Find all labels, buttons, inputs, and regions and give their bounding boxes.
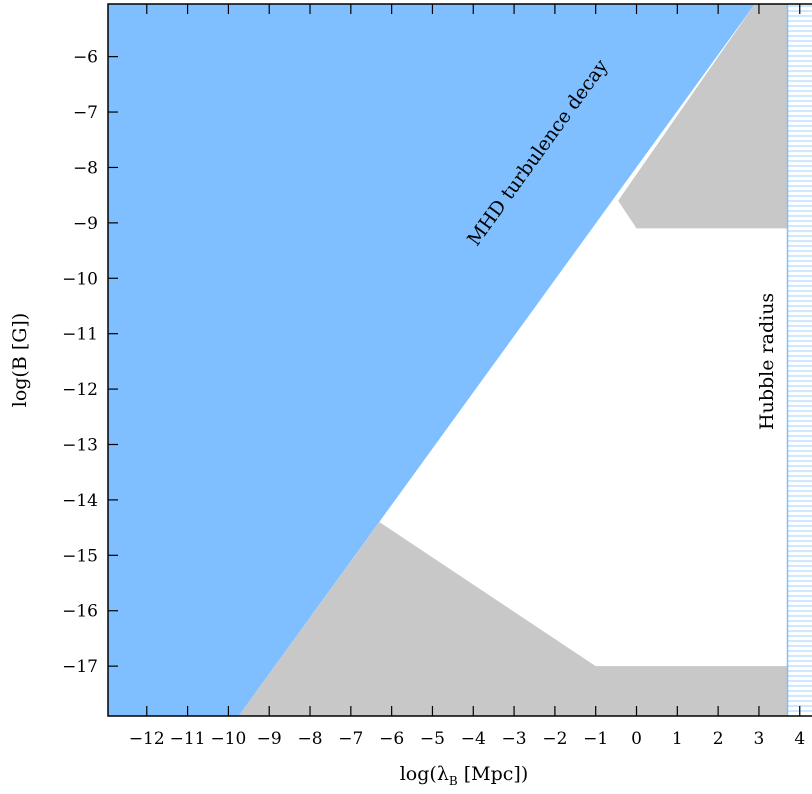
x-tick-label: −12 (129, 729, 165, 749)
x-tick-label: 4 (794, 729, 805, 749)
hubble-radius-label: Hubble radius (756, 293, 778, 430)
x-tick-label: −4 (461, 729, 486, 749)
mhd-excluded-region (108, 4, 755, 716)
x-tick-label: 3 (754, 729, 765, 749)
y-axis-title: log(B [G]) (9, 313, 31, 408)
y-tick-label: −10 (62, 269, 98, 289)
x-tick-label: −10 (210, 729, 246, 749)
x-tick-label: −3 (502, 729, 527, 749)
plot-regions (108, 4, 788, 716)
plot-frame (107, 3, 812, 717)
hubble-band (787, 4, 812, 716)
y-tick-label: −15 (62, 546, 98, 566)
y-tick-label: −17 (62, 657, 98, 677)
x-tick-label: −1 (583, 729, 608, 749)
y-tick-label: −8 (73, 158, 98, 178)
plot-border (107, 3, 812, 717)
hubble-hatch-lines (786, 4, 812, 716)
x-tick-label: −6 (379, 729, 404, 749)
y-tick-label: −6 (73, 48, 98, 68)
x-axis-ticks: −12 −11 −10 −9 −8 −7 −6 −5 −4 −3 −2 −1 0 1 2 3 4 (129, 4, 805, 749)
x-axis-title: log(λB [Mpc]) (400, 763, 529, 788)
y-tick-label: −9 (73, 214, 98, 234)
x-tick-label: −5 (420, 729, 445, 749)
y-tick-label: −7 (73, 103, 98, 123)
x-tick-label: −9 (257, 729, 282, 749)
y-tick-label: −12 (62, 380, 98, 400)
upper-gray-region (618, 4, 788, 229)
x-tick-label: 2 (713, 729, 724, 749)
lower-gray-region (238, 522, 788, 716)
x-tick-label: −8 (297, 729, 322, 749)
x-tick-label: 0 (631, 729, 642, 749)
y-tick-label: −11 (62, 325, 98, 345)
y-tick-label: −14 (62, 491, 98, 511)
y-tick-label: −16 (62, 602, 98, 622)
x-tick-label: −11 (170, 729, 206, 749)
x-tick-label: −7 (338, 729, 363, 749)
y-tick-label: −13 (62, 435, 98, 455)
x-tick-label: −2 (542, 729, 567, 749)
x-tick-label: 1 (672, 729, 683, 749)
y-axis-ticks: −6 −7 −8 −9 −10 −11 −12 −13 −14 −15 −16 −17 (62, 48, 118, 677)
